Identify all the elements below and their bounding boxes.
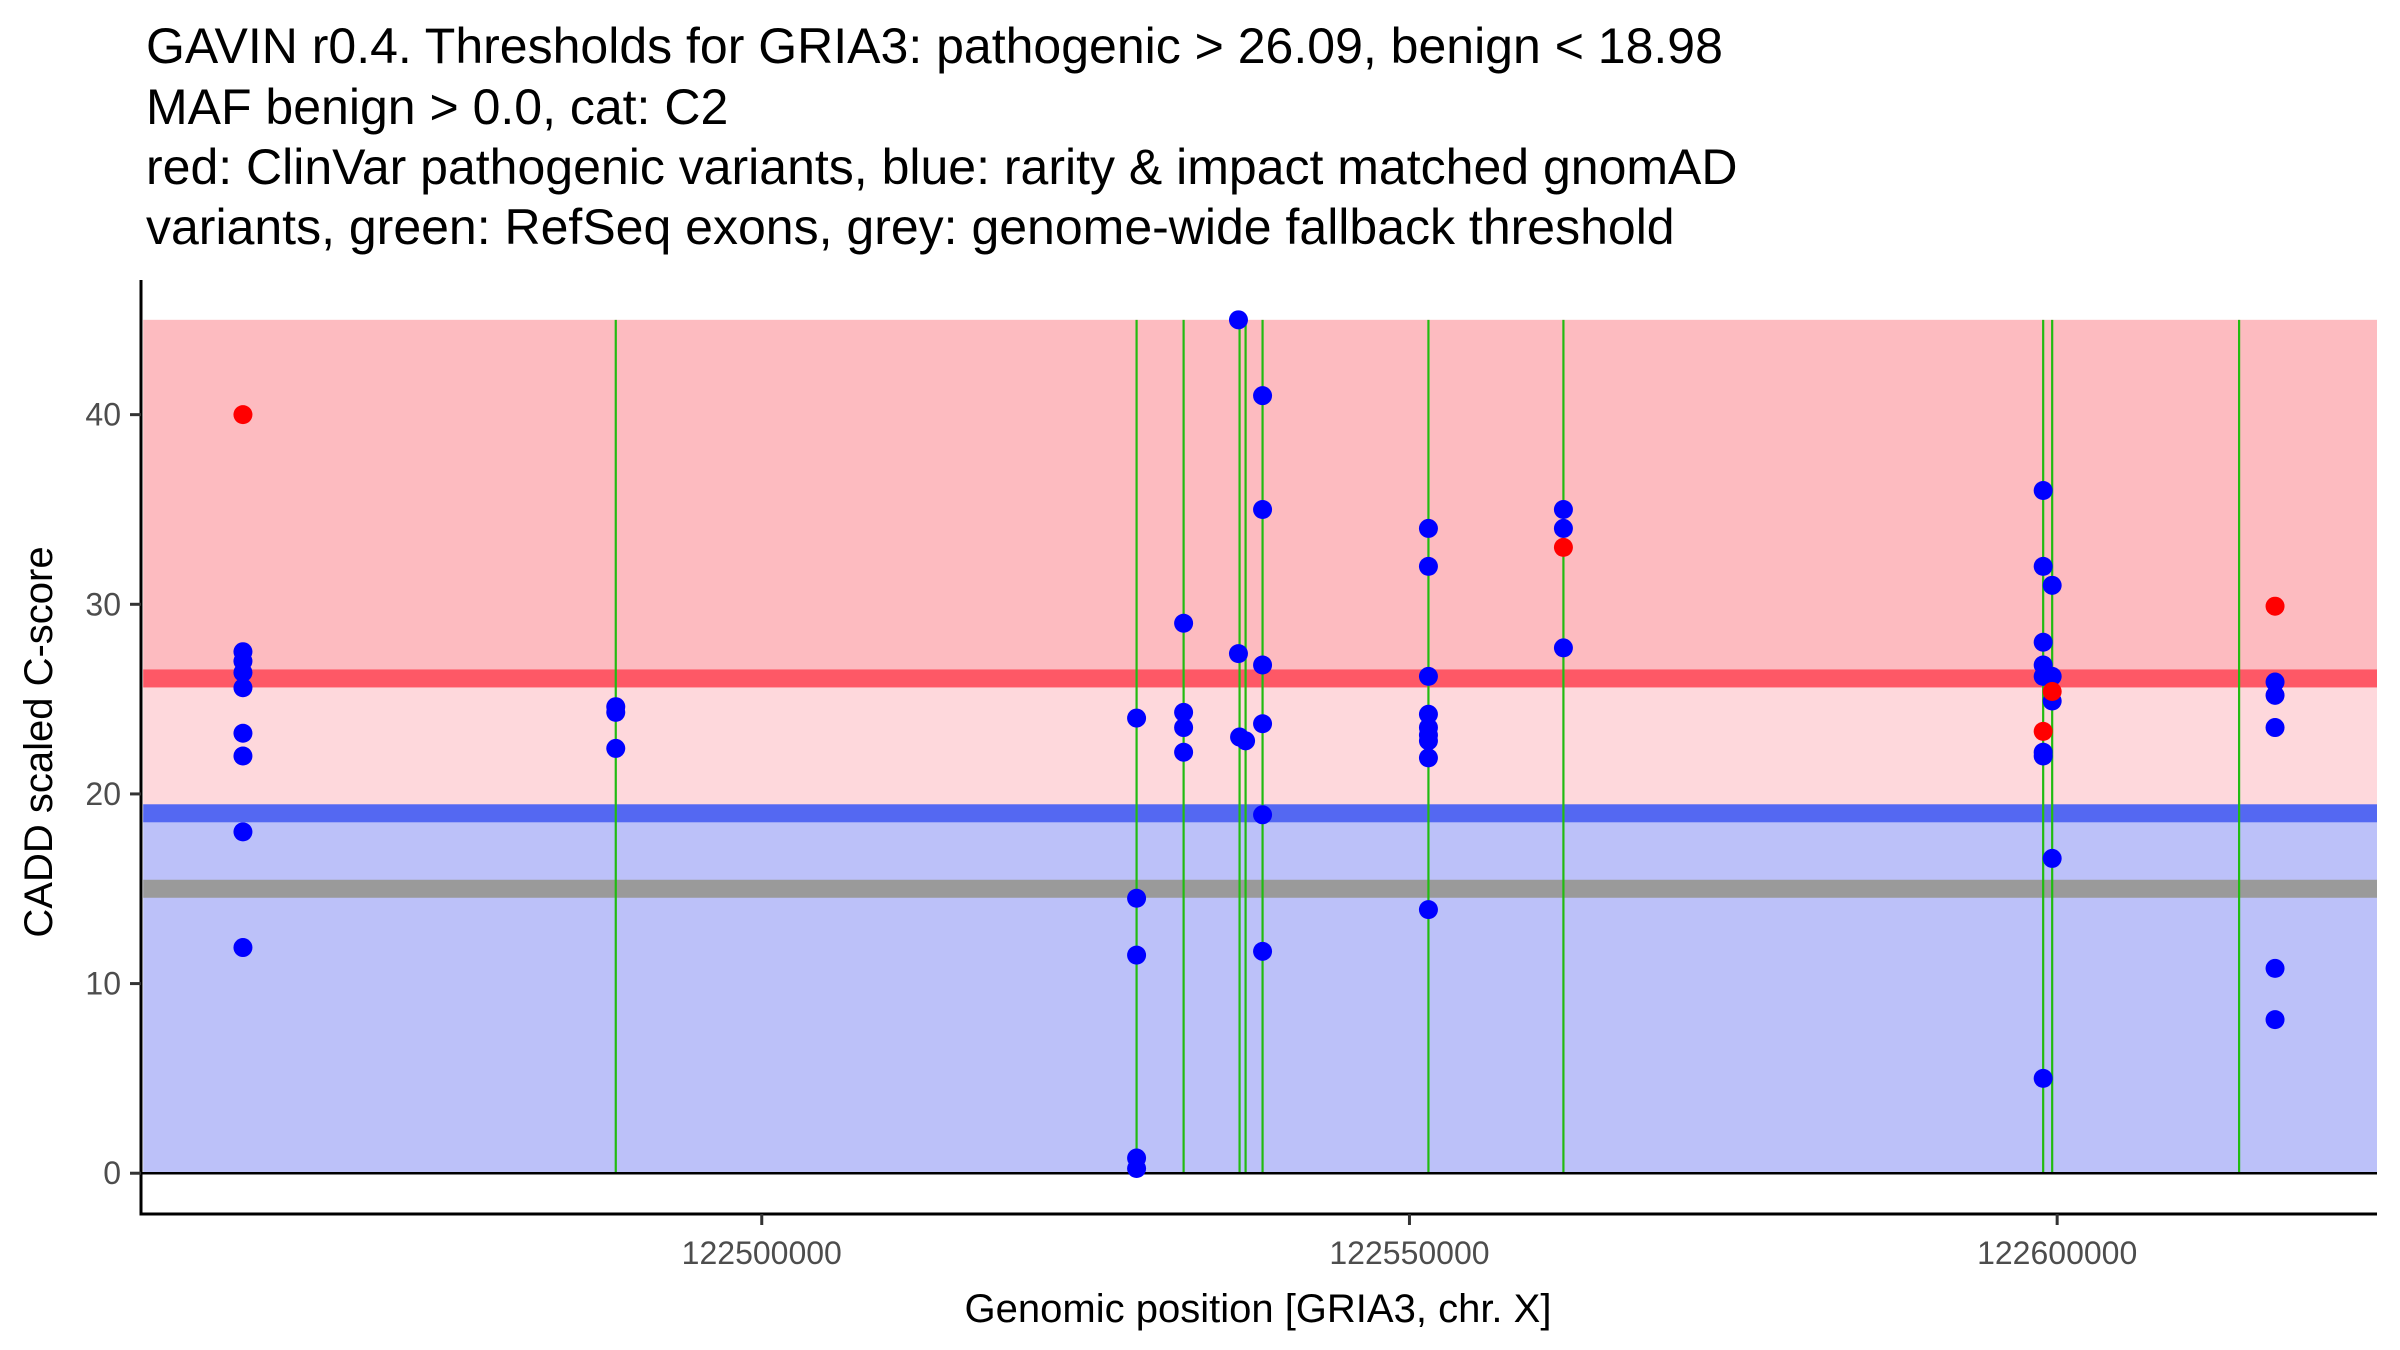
gnomad-variant-point — [606, 702, 626, 722]
gnomad-variant-point — [2033, 632, 2053, 652]
x-axis-title: Genomic position [GRIA3, chr. X] — [965, 1287, 1552, 1331]
gnomad-variant-point — [2265, 1010, 2285, 1030]
gnomad-variant-point — [1253, 499, 1273, 519]
gnomad-variant-point — [2033, 1068, 2053, 1088]
gnomad-variant-point — [2033, 746, 2053, 766]
gnomad-variant-point — [1253, 714, 1273, 734]
gnomad-variant-point — [2033, 556, 2053, 576]
gnomad-variant-point — [233, 723, 253, 743]
gnomad-variant-point — [606, 738, 626, 758]
gnomad-variant-point — [1418, 666, 1438, 686]
title-line-3: red: ClinVar pathogenic variants, blue: … — [146, 139, 1737, 195]
title-line-2: MAF benign > 0.0, cat: C2 — [146, 79, 728, 135]
gnomad-variant-point — [2265, 718, 2285, 738]
title-line-4: variants, green: RefSeq exons, grey: gen… — [146, 199, 1675, 255]
gnomad-variant-point — [1553, 638, 1573, 658]
gnomad-variant-point — [1174, 742, 1194, 762]
gnomad-variant-point — [233, 822, 253, 842]
pathogenic-region — [143, 319, 2378, 679]
variant-points — [233, 310, 2285, 1178]
gnomad-variant-point — [1228, 310, 1248, 330]
gnomad-variant-point — [1253, 941, 1273, 961]
gnomad-variant-point — [1127, 1158, 1147, 1178]
gnomad-variant-point — [1174, 613, 1194, 633]
x-tick-label: 122500000 — [682, 1235, 842, 1271]
clinvar-pathogenic-point — [1553, 537, 1573, 557]
gnomad-variant-point — [1418, 704, 1438, 724]
gnomad-variant-point — [2265, 672, 2285, 692]
gnomad-variant-point — [1127, 888, 1147, 908]
gnomad-variant-point — [1174, 702, 1194, 722]
y-tick-label: 0 — [103, 1155, 121, 1191]
chart-title: GAVIN r0.4. Thresholds for GRIA3: pathog… — [146, 18, 1737, 255]
y-tick-label: 40 — [85, 397, 121, 433]
gnomad-variant-point — [1418, 518, 1438, 538]
gnomad-variant-point — [1127, 945, 1147, 965]
y-tick-label: 20 — [85, 776, 121, 812]
gnomad-variant-point — [233, 746, 253, 766]
benign-region — [143, 813, 2378, 1174]
gnomad-variant-point — [2042, 848, 2062, 868]
y-axis-ticks: 0 10 20 30 40 — [85, 397, 141, 1191]
gnomad-variant-point — [1127, 708, 1147, 728]
clinvar-pathogenic-point — [233, 405, 253, 425]
grey-zone-region — [143, 678, 2378, 814]
gnomad-variant-point — [2042, 666, 2062, 686]
gnomad-variant-point — [1253, 805, 1273, 825]
y-axis-title: CADD scaled C-score — [17, 546, 61, 937]
gnomad-variant-point — [233, 663, 253, 683]
gnomad-variant-point — [1553, 499, 1573, 519]
gnomad-variant-point — [1418, 556, 1438, 576]
gnomad-variant-point — [1253, 386, 1273, 406]
clinvar-pathogenic-point — [2265, 596, 2285, 616]
title-line-1: GAVIN r0.4. Thresholds for GRIA3: pathog… — [146, 18, 1723, 74]
x-tick-label: 122600000 — [1977, 1235, 2137, 1271]
gnomad-variant-point — [1253, 655, 1273, 675]
gnomad-variant-point — [2033, 481, 2053, 501]
pathogenic-threshold — [143, 669, 2378, 688]
clinvar-pathogenic-point — [2042, 682, 2062, 702]
y-tick-label: 30 — [85, 586, 121, 622]
threshold-lines — [143, 669, 2378, 898]
gnomad-variant-point — [233, 678, 253, 698]
clinvar-pathogenic-point — [2033, 721, 2053, 741]
threshold-regions — [143, 319, 2378, 1174]
x-axis-ticks: 122500000 122550000 122600000 — [682, 1214, 2137, 1271]
axes — [139, 280, 2377, 1216]
gnomad-variant-point — [1418, 900, 1438, 920]
gnomad-variant-point — [1418, 748, 1438, 768]
gnomad-variant-point — [2042, 575, 2062, 595]
gnomad-variant-point — [1236, 731, 1256, 751]
x-tick-label: 122550000 — [1329, 1235, 1489, 1271]
genome-wide-fallback-threshold — [143, 879, 2378, 898]
gnomad-variant-point — [1418, 731, 1438, 751]
gnomad-variant-point — [2265, 958, 2285, 978]
gnomad-variant-point — [2265, 685, 2285, 705]
gnomad-variant-point — [1174, 718, 1194, 738]
gnomad-variant-point — [1228, 644, 1248, 664]
gnomad-variant-point — [1553, 518, 1573, 538]
gnomad-variant-point — [233, 938, 253, 958]
y-tick-label: 10 — [85, 966, 121, 1002]
